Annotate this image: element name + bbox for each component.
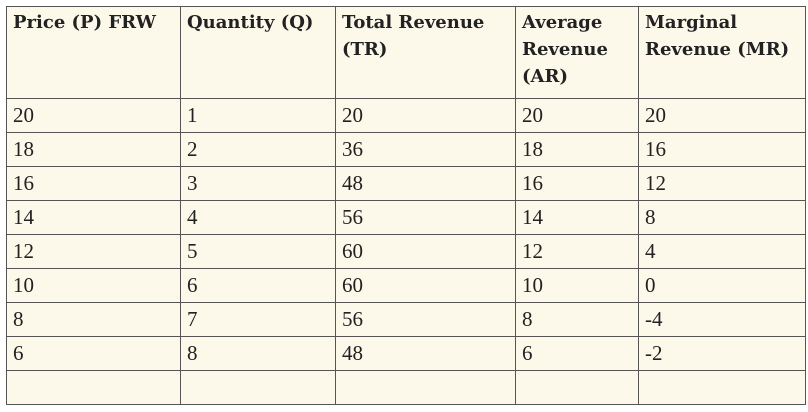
table-cell: 14 xyxy=(515,200,639,235)
header-row: Price (P) FRW Quantity (Q) Total Revenue (… xyxy=(6,6,806,99)
table-cell: -4 xyxy=(638,302,806,337)
table-cell: 3 xyxy=(180,166,336,201)
table-row: 8 7 56 8 -4 xyxy=(6,302,806,337)
table-cell: 18 xyxy=(515,132,639,167)
table-row: 10 6 60 10 0 xyxy=(6,268,806,303)
table-cell: 16 xyxy=(515,166,639,201)
table-cell: 6 xyxy=(515,336,639,371)
header-cell: Total Revenue (TR) xyxy=(335,6,516,99)
table-cell: 56 xyxy=(335,302,516,337)
empty-row xyxy=(6,370,806,405)
header-cell: Price (P) FRW xyxy=(6,6,181,99)
empty-cell xyxy=(638,370,806,405)
table-cell: -2 xyxy=(638,336,806,371)
table-body: 20 1 20 20 20 18 2 36 18 16 16 3 48 16 12 14 4 56 14 8 12 5 60… xyxy=(6,98,806,405)
table-cell: 6 xyxy=(180,268,336,303)
table-cell: 16 xyxy=(638,132,806,167)
table-cell: 20 xyxy=(515,98,639,133)
empty-cell xyxy=(180,370,336,405)
table-cell: 8 xyxy=(6,302,181,337)
table-cell: 8 xyxy=(180,336,336,371)
table-cell: 5 xyxy=(180,234,336,269)
table-cell: 20 xyxy=(638,98,806,133)
header-cell: Quantity (Q) xyxy=(180,6,336,99)
table-cell: 36 xyxy=(335,132,516,167)
table-cell: 60 xyxy=(335,268,516,303)
table-cell: 6 xyxy=(6,336,181,371)
table-row: 18 2 36 18 16 xyxy=(6,132,806,167)
table-cell: 48 xyxy=(335,166,516,201)
table-cell: 2 xyxy=(180,132,336,167)
table-cell: 1 xyxy=(180,98,336,133)
table-cell: 60 xyxy=(335,234,516,269)
header-cell: Marginal Revenue (MR) xyxy=(638,6,806,99)
table-cell: 8 xyxy=(515,302,639,337)
table-row: 20 1 20 20 20 xyxy=(6,98,806,133)
revenue-table: Price (P) FRW Quantity (Q) Total Revenue (… xyxy=(6,6,806,405)
table-row: 6 8 48 6 -2 xyxy=(6,336,806,371)
table-cell: 20 xyxy=(6,98,181,133)
table-row: 14 4 56 14 8 xyxy=(6,200,806,235)
table-cell: 8 xyxy=(638,200,806,235)
table-cell: 10 xyxy=(6,268,181,303)
empty-cell xyxy=(515,370,639,405)
table-cell: 56 xyxy=(335,200,516,235)
table-row: 16 3 48 16 12 xyxy=(6,166,806,201)
table-cell: 12 xyxy=(515,234,639,269)
table-cell: 20 xyxy=(335,98,516,133)
table-cell: 12 xyxy=(6,234,181,269)
table-header: Price (P) FRW Quantity (Q) Total Revenue (… xyxy=(6,6,806,99)
table-row: 12 5 60 12 4 xyxy=(6,234,806,269)
table-cell: 12 xyxy=(638,166,806,201)
table-cell: 16 xyxy=(6,166,181,201)
table-cell: 4 xyxy=(638,234,806,269)
table-cell: 14 xyxy=(6,200,181,235)
empty-cell xyxy=(6,370,181,405)
table-cell: 10 xyxy=(515,268,639,303)
table-cell: 18 xyxy=(6,132,181,167)
table-cell: 0 xyxy=(638,268,806,303)
table-cell: 48 xyxy=(335,336,516,371)
empty-cell xyxy=(335,370,516,405)
table-cell: 4 xyxy=(180,200,336,235)
header-cell: Average Revenue (AR) xyxy=(515,6,639,99)
table-cell: 7 xyxy=(180,302,336,337)
